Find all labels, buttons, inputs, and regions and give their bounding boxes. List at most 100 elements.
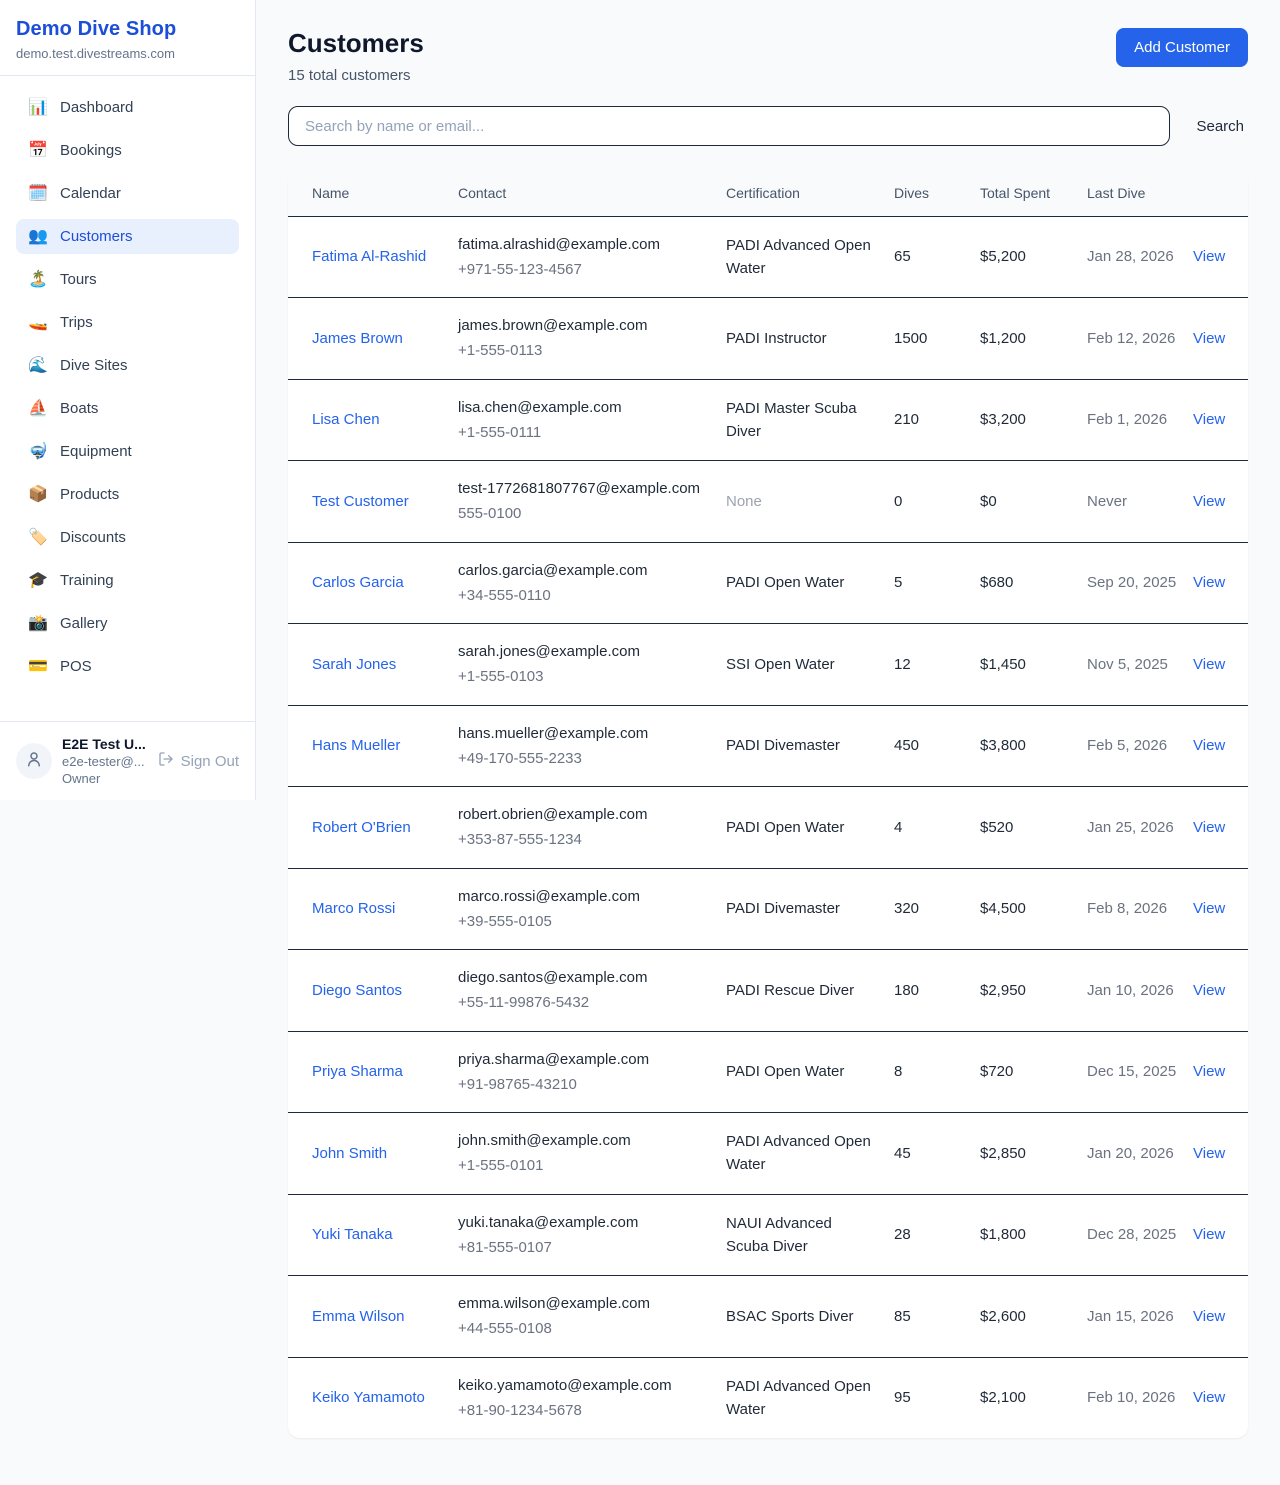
- sidebar-item-equipment[interactable]: 🤿 Equipment: [16, 434, 239, 469]
- last-dive-cell: Jan 15, 2026: [1087, 1307, 1174, 1325]
- customer-phone: +1-555-0101: [458, 1157, 544, 1175]
- view-link[interactable]: View: [1193, 900, 1226, 918]
- dives-cell: 65: [894, 248, 911, 266]
- customer-name-link[interactable]: Yuki Tanaka: [312, 1226, 393, 1244]
- last-dive-cell: Feb 1, 2026: [1087, 411, 1168, 429]
- total-spent-cell: $4,500: [980, 900, 1026, 918]
- contact-cell: sarah.jones@example.com +1-555-0103: [458, 624, 726, 705]
- view-link[interactable]: View: [1193, 329, 1226, 347]
- sidebar-item-boats[interactable]: ⛵ Boats: [16, 391, 239, 426]
- customer-email: james.brown@example.com: [458, 317, 648, 335]
- table-row: Yuki Tanaka yuki.tanaka@example.com +81-…: [288, 1195, 1248, 1277]
- user-box: E2E Test U... e2e-tester@... Owner Sign …: [0, 721, 255, 800]
- customer-phone: +34-555-0110: [458, 586, 551, 604]
- customer-name-link[interactable]: Priya Sharma: [312, 1063, 403, 1081]
- sidebar-item-gallery[interactable]: 📸 Gallery: [16, 606, 239, 641]
- certification-cell: PADI Open Water: [726, 574, 845, 592]
- certification-cell: PADI Open Water: [726, 1063, 845, 1081]
- customer-name-link[interactable]: Marco Rossi: [312, 900, 396, 918]
- view-link[interactable]: View: [1193, 818, 1226, 836]
- sidebar-item-pos[interactable]: 💳 POS: [16, 649, 239, 684]
- customer-name-link[interactable]: Keiko Yamamoto: [312, 1389, 425, 1407]
- view-link[interactable]: View: [1193, 411, 1226, 429]
- sidebar-item-tours[interactable]: 🏝️ Tours: [16, 262, 239, 297]
- total-spent-cell: $0: [980, 492, 997, 510]
- sidebar-item-trips[interactable]: 🚤 Trips: [16, 305, 239, 340]
- view-link[interactable]: View: [1193, 1307, 1226, 1325]
- last-dive-cell: Nov 5, 2025: [1087, 655, 1168, 673]
- sign-out-button[interactable]: Sign Out: [158, 751, 239, 771]
- last-dive-cell: Jan 20, 2026: [1087, 1144, 1174, 1162]
- customer-email: emma.wilson@example.com: [458, 1295, 650, 1313]
- view-link[interactable]: View: [1193, 248, 1226, 266]
- total-spent-cell: $1,450: [980, 655, 1026, 673]
- view-link[interactable]: View: [1193, 1389, 1226, 1407]
- dives-cell: 210: [894, 411, 920, 429]
- view-link[interactable]: View: [1193, 1063, 1226, 1081]
- table-row: Sarah Jones sarah.jones@example.com +1-5…: [288, 624, 1248, 706]
- view-link[interactable]: View: [1193, 655, 1226, 673]
- customer-phone: +971-55-123-4567: [458, 260, 582, 278]
- sidebar-item-bookings[interactable]: 📅 Bookings: [16, 133, 239, 168]
- last-dive-cell: Dec 28, 2025: [1087, 1226, 1177, 1244]
- total-spent-cell: $2,950: [980, 981, 1026, 999]
- sidebar-item-dashboard[interactable]: 📊 Dashboard: [16, 90, 239, 125]
- table-row: Emma Wilson emma.wilson@example.com +44-…: [288, 1276, 1248, 1358]
- column-header-total-spent: Total Spent: [980, 185, 1051, 201]
- certification-cell: PADI Advanced Open Water: [726, 1377, 871, 1418]
- customer-name-link[interactable]: Emma Wilson: [312, 1307, 405, 1325]
- certification-cell: PADI Master Scuba Diver: [726, 399, 857, 440]
- customer-name-link[interactable]: Diego Santos: [312, 981, 403, 999]
- customer-email: hans.mueller@example.com: [458, 724, 649, 742]
- certification-cell: None: [726, 492, 762, 510]
- customer-name-link[interactable]: Hans Mueller: [312, 737, 401, 755]
- customer-name-link[interactable]: Test Customer: [312, 492, 409, 510]
- dives-cell: 320: [894, 900, 920, 918]
- user-role: Owner: [62, 771, 101, 786]
- sidebar-item-customers[interactable]: 👥 Customers: [16, 219, 239, 254]
- dives-cell: 4: [894, 818, 903, 836]
- customer-email: test-1772681807767@example.com: [458, 480, 701, 498]
- last-dive-cell: Feb 5, 2026: [1087, 737, 1168, 755]
- customer-name-link[interactable]: Lisa Chen: [312, 411, 380, 429]
- customer-name-link[interactable]: Carlos Garcia: [312, 574, 404, 592]
- sidebar-item-label: Tours: [60, 271, 97, 288]
- table-row: Marco Rossi marco.rossi@example.com +39-…: [288, 869, 1248, 951]
- customers-table: Name Contact Certification Dives Total S…: [288, 172, 1248, 1439]
- total-spent-cell: $2,600: [980, 1307, 1026, 1325]
- view-link[interactable]: View: [1193, 1144, 1226, 1162]
- customer-name-link[interactable]: John Smith: [312, 1144, 388, 1162]
- total-spent-cell: $2,100: [980, 1389, 1026, 1407]
- dives-cell: 85: [894, 1307, 911, 1325]
- sidebar-item-calendar[interactable]: 🗓️ Calendar: [16, 176, 239, 211]
- view-link[interactable]: View: [1193, 1226, 1226, 1244]
- column-header-certification: Certification: [726, 185, 800, 201]
- column-header-actions: [1193, 183, 1224, 205]
- dive-sites-icon: 🌊: [28, 356, 48, 374]
- customer-name-link[interactable]: Robert O'Brien: [312, 818, 411, 836]
- customer-name-link[interactable]: Sarah Jones: [312, 655, 397, 673]
- contact-cell: carlos.garcia@example.com +34-555-0110: [458, 543, 726, 624]
- sidebar-item-products[interactable]: 📦 Products: [16, 477, 239, 512]
- sidebar-item-discounts[interactable]: 🏷️ Discounts: [16, 520, 239, 555]
- view-link[interactable]: View: [1193, 574, 1226, 592]
- view-link[interactable]: View: [1193, 737, 1226, 755]
- table-row: Hans Mueller hans.mueller@example.com +4…: [288, 706, 1248, 788]
- sidebar-item-training[interactable]: 🎓 Training: [16, 563, 239, 598]
- add-customer-button[interactable]: Add Customer: [1116, 28, 1248, 67]
- search-button[interactable]: Search: [1170, 118, 1248, 135]
- certification-cell: PADI Open Water: [726, 818, 845, 836]
- equipment-icon: 🤿: [28, 442, 48, 460]
- view-link[interactable]: View: [1193, 492, 1226, 510]
- customer-name-link[interactable]: James Brown: [312, 329, 403, 347]
- sidebar-item-label: Training: [60, 572, 114, 589]
- sidebar-item-label: Customers: [60, 228, 133, 245]
- search-input[interactable]: [288, 106, 1171, 146]
- certification-cell: PADI Advanced Open Water: [726, 1133, 871, 1174]
- brand-block: Demo Dive Shop demo.test.divestreams.com: [0, 0, 255, 76]
- customer-name-link[interactable]: Fatima Al-Rashid: [312, 248, 427, 266]
- sidebar-item-dive-sites[interactable]: 🌊 Dive Sites: [16, 348, 239, 383]
- customer-phone: 555-0100: [458, 505, 522, 523]
- title-block: Customers 15 total customers: [288, 28, 424, 84]
- view-link[interactable]: View: [1193, 981, 1226, 999]
